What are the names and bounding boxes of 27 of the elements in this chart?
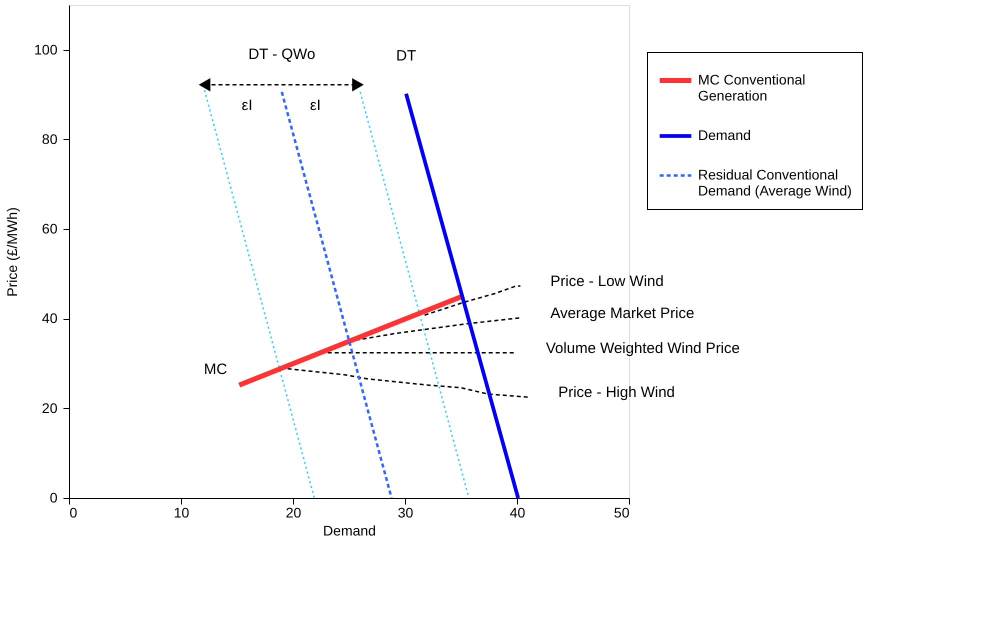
x-tick-label: 10 [174,504,190,520]
x-tick-label: 0 [70,504,78,520]
y-tick-label: 0 [50,490,58,506]
annotation: Average Market Price [550,304,694,322]
x-tick-label: 30 [398,504,414,520]
legend-label: Residual Conventional Demand (Average Wind) [698,166,852,198]
annotation: εI [310,96,321,114]
legend-label: MC Conventional Generation [698,72,806,104]
y-axis-title: Price (£/MWh) [4,207,20,297]
annotation: MC [204,361,228,378]
line-series [424,285,522,316]
y-tick-label: 100 [34,41,58,58]
y-tick-label: 80 [42,130,58,147]
x-tick-label: 20 [286,504,302,520]
annotation: Price - Low Wind [550,273,664,290]
x-axis-title: Demand [323,522,376,538]
annotation: εI [242,96,253,114]
annotation: Price - High Wind [558,384,675,402]
legend-label: Demand [698,127,751,143]
annotation: Volume Weighted Wind Price [546,340,740,357]
y-tick-label: 60 [42,220,58,237]
y-tick-label: 40 [42,310,58,326]
annotation: DT [396,48,416,65]
annotation: DT - QWo [248,46,316,63]
x-tick-label: 50 [614,504,630,520]
y-tick-label: 20 [42,400,58,416]
x-tick-label: 40 [510,504,526,520]
